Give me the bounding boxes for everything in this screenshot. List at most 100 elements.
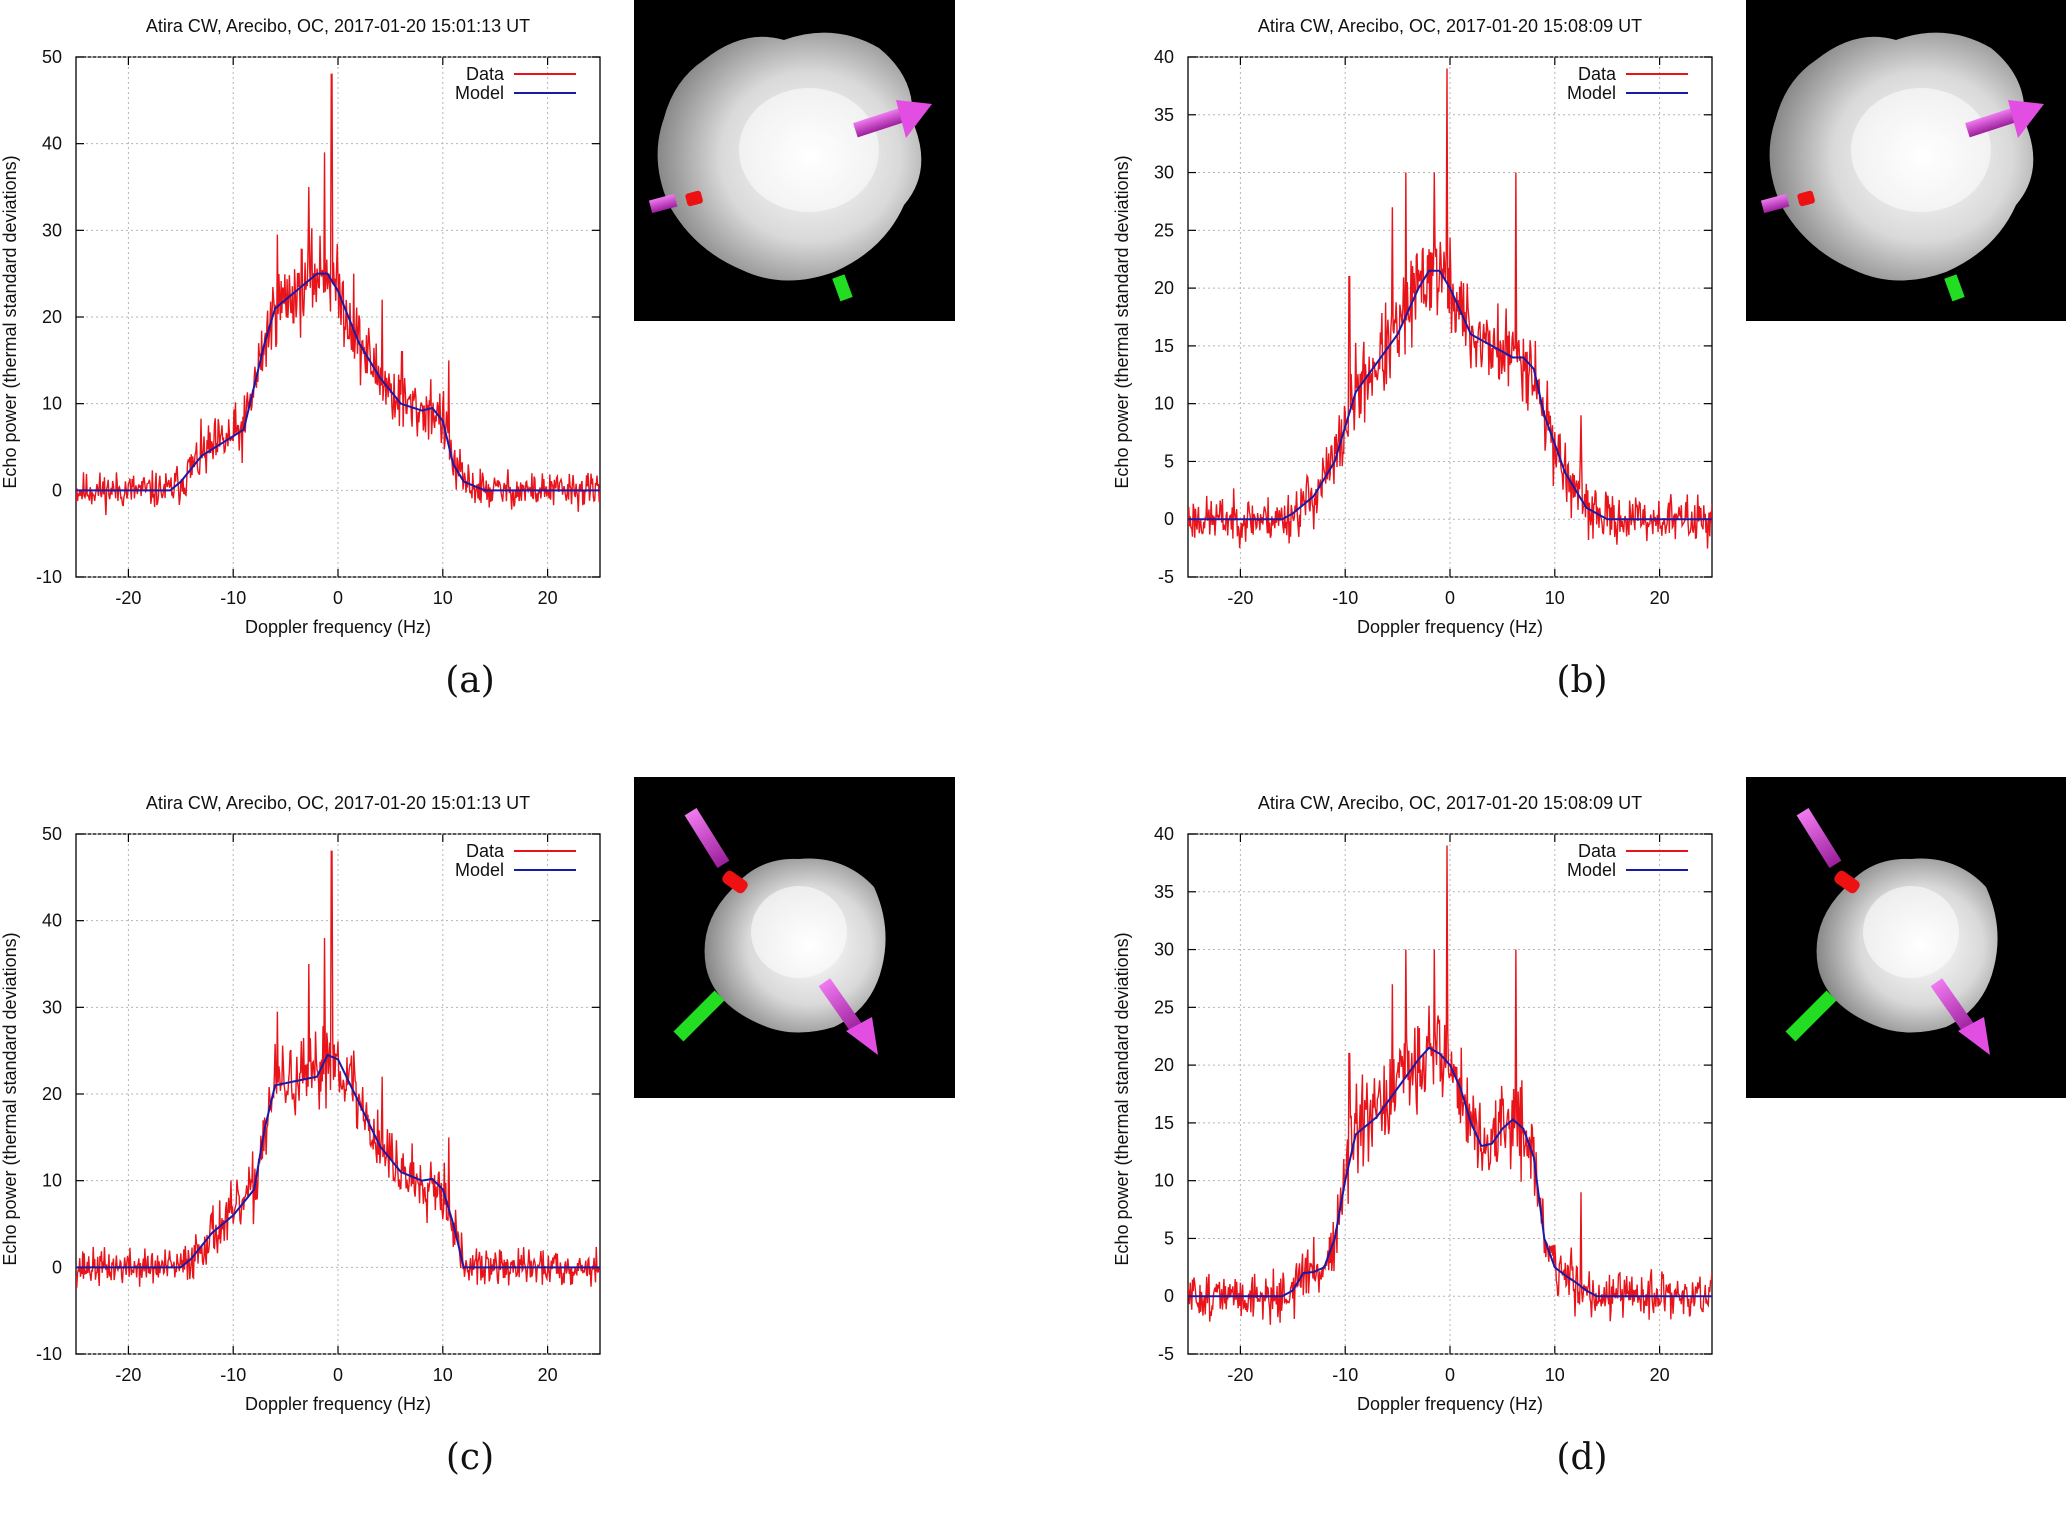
y-tick-label: 30 (1154, 940, 1174, 960)
asteroid-shape-a (648, 32, 932, 302)
y-axis-label: Echo power (thermal standard deviations) (1112, 155, 1132, 488)
y-tick-label: 30 (42, 997, 62, 1017)
asteroid-shape-c (673, 808, 886, 1055)
x-tick-label: 20 (1650, 588, 1670, 608)
y-tick-label: -5 (1158, 567, 1174, 587)
y-tick-label: 10 (42, 1171, 62, 1191)
asteroid-highlight (751, 886, 847, 978)
panel-caption-c: (c) (445, 1437, 495, 1478)
chart-title: Atira CW, Arecibo, OC, 2017-01-20 15:01:… (146, 793, 530, 813)
x-axis-label: Doppler frequency (Hz) (245, 1394, 431, 1414)
x-tick-label: -20 (115, 588, 141, 608)
x-tick-label: 0 (1445, 588, 1455, 608)
legend-label-model: Model (455, 83, 504, 103)
x-tick-label: -10 (220, 1365, 246, 1385)
x-axis-marker-icon (685, 190, 703, 207)
y-tick-label: 10 (1154, 1171, 1174, 1191)
y-tick-label: 0 (52, 480, 62, 500)
chart-title: Atira CW, Arecibo, OC, 2017-01-20 15:08:… (1258, 16, 1642, 36)
x-tick-label: -20 (115, 1365, 141, 1385)
y-tick-label: 35 (1154, 105, 1174, 125)
shape-model-render-c (634, 777, 955, 1098)
y-tick-label: -10 (36, 1344, 62, 1364)
x-axis-marker-icon (1797, 190, 1815, 207)
y-tick-label: 5 (1164, 451, 1174, 471)
y-axis-label: Echo power (thermal standard deviations) (0, 155, 20, 488)
x-tick-label: 0 (333, 588, 343, 608)
x-tick-label: 20 (538, 1365, 558, 1385)
y-axis-marker-icon (1785, 990, 1837, 1042)
spin-axis-arrow-icon (2008, 100, 2044, 138)
y-tick-label: 50 (42, 47, 62, 67)
spin-axis-tail (684, 808, 730, 868)
y-axis-marker-icon (1944, 274, 1965, 302)
y-axis-marker-icon (673, 990, 725, 1042)
spin-axis-arrow-shaft (1930, 978, 1976, 1034)
x-tick-label: 10 (433, 588, 453, 608)
spin-axis-arrow-shaft (818, 978, 864, 1034)
figure-panel-b: -20 -10 0 10 20 -5 0 5 10 15 20 25 30 35 40 Data Model At… (1112, 0, 2066, 743)
model-series-line (1188, 1046, 1712, 1298)
asteroid-shape-b (1760, 32, 2044, 302)
y-tick-label: 40 (1154, 824, 1174, 844)
y-tick-label: 25 (1154, 220, 1174, 240)
panel-caption-a: (a) (445, 660, 495, 701)
y-tick-label: 25 (1154, 997, 1174, 1017)
asteroid-highlight (1851, 88, 1991, 212)
legend-label-data: Data (466, 841, 505, 861)
y-tick-label: 35 (1154, 882, 1174, 902)
shape-model-render-d (1746, 777, 2066, 1098)
spin-axis-arrow-shaft (853, 107, 906, 138)
data-series-line (76, 850, 600, 1288)
legend-label-data: Data (1578, 841, 1617, 861)
y-tick-label: 10 (42, 394, 62, 414)
legend-label-model: Model (1567, 860, 1616, 880)
spin-axis-arrow-shaft (1965, 107, 2018, 138)
x-tick-label: -10 (1332, 1365, 1358, 1385)
y-axis-label: Echo power (thermal standard deviations) (0, 932, 20, 1265)
y-tick-label: 5 (1164, 1228, 1174, 1248)
y-axis-marker-icon (832, 274, 853, 302)
y-tick-label: 40 (42, 134, 62, 154)
x-axis-label: Doppler frequency (Hz) (1357, 1394, 1543, 1414)
y-tick-label: 20 (42, 307, 62, 327)
panel-caption-b: (b) (1556, 660, 1608, 701)
y-tick-label: 30 (42, 220, 62, 240)
legend-label-model: Model (1567, 83, 1616, 103)
y-tick-label: 20 (1154, 278, 1174, 298)
panel-caption-d: (d) (1556, 1437, 1608, 1478)
y-axis-label: Echo power (thermal standard deviations) (1112, 932, 1132, 1265)
x-tick-label: 20 (538, 588, 558, 608)
model-series-line (76, 1054, 600, 1269)
y-tick-label: -10 (36, 567, 62, 587)
chart-title: Atira CW, Arecibo, OC, 2017-01-20 15:08:… (1258, 793, 1642, 813)
y-tick-label: -5 (1158, 1344, 1174, 1364)
legend-label-model: Model (455, 860, 504, 880)
chart-title: Atira CW, Arecibo, OC, 2017-01-20 15:01:… (146, 16, 530, 36)
legend-label-data: Data (1578, 64, 1617, 84)
y-tick-label: 10 (1154, 394, 1174, 414)
x-axis-marker-icon (1834, 870, 1860, 894)
x-axis-label: Doppler frequency (Hz) (1357, 617, 1543, 637)
x-tick-label: -10 (1332, 588, 1358, 608)
spin-axis-arrow-icon (896, 100, 932, 138)
x-tick-label: 10 (433, 1365, 453, 1385)
x-tick-label: -20 (1227, 588, 1253, 608)
y-tick-label: 20 (42, 1084, 62, 1104)
model-series-line (76, 272, 600, 492)
y-tick-label: 30 (1154, 163, 1174, 183)
x-tick-label: 10 (1545, 588, 1565, 608)
shape-model-render-b (1746, 0, 2066, 321)
y-tick-label: 15 (1154, 336, 1174, 356)
y-tick-label: 50 (42, 824, 62, 844)
figure-panel-a: -20 -10 0 10 20 -10 0 10 20 30 40 50 Data Model Atira … (0, 0, 1030, 743)
x-tick-label: 10 (1545, 1365, 1565, 1385)
asteroid-highlight (739, 88, 879, 212)
spin-axis-arrow-icon (1958, 1017, 1990, 1055)
y-tick-label: 20 (1154, 1055, 1174, 1075)
legend-label-data: Data (466, 64, 505, 84)
